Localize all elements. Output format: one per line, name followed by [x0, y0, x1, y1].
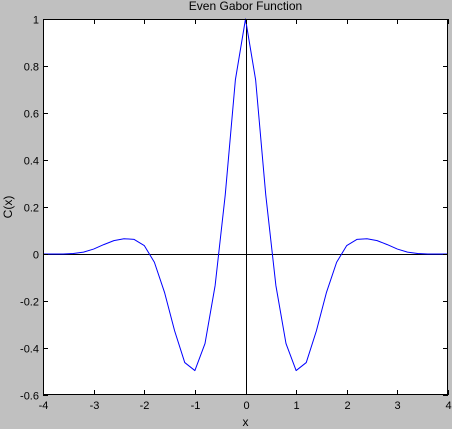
x-tick-label: -3 [90, 400, 100, 412]
y-tick-label: -0.2 [20, 297, 39, 309]
x-tick-label: 4 [445, 400, 451, 412]
y-tick-label: 0.8 [24, 62, 39, 74]
x-tick-label: -4 [39, 400, 49, 412]
y-axis-label: C(x) [1, 196, 15, 219]
plot-area [43, 19, 448, 395]
x-tick-label: 0 [243, 400, 249, 412]
x-tick-label: -1 [191, 400, 201, 412]
reference-lines [43, 19, 448, 395]
x-tick-label: 2 [344, 400, 350, 412]
x-tick-label: 1 [293, 400, 299, 412]
y-tick-label: 1 [33, 15, 39, 27]
y-tick-label: 0 [33, 250, 39, 262]
x-axis-label: x [243, 415, 249, 429]
y-tick-label: 0.4 [24, 156, 39, 168]
x-tick-label: 3 [394, 400, 400, 412]
x-tick-label: -2 [140, 400, 150, 412]
y-tick-label: 0.2 [24, 203, 39, 215]
chart-title: Even Gabor Function [189, 0, 302, 13]
ticks-layer: -4 -3 -2 -1 0 1 2 3 4 -0.6 -0.4 -0.2 0 0.2 0.4 0.6 0.8 1 [20, 15, 452, 413]
y-tick-label: -0.6 [20, 391, 39, 403]
y-tick-label: -0.4 [20, 344, 39, 356]
y-tick-label: 0.6 [24, 109, 39, 121]
